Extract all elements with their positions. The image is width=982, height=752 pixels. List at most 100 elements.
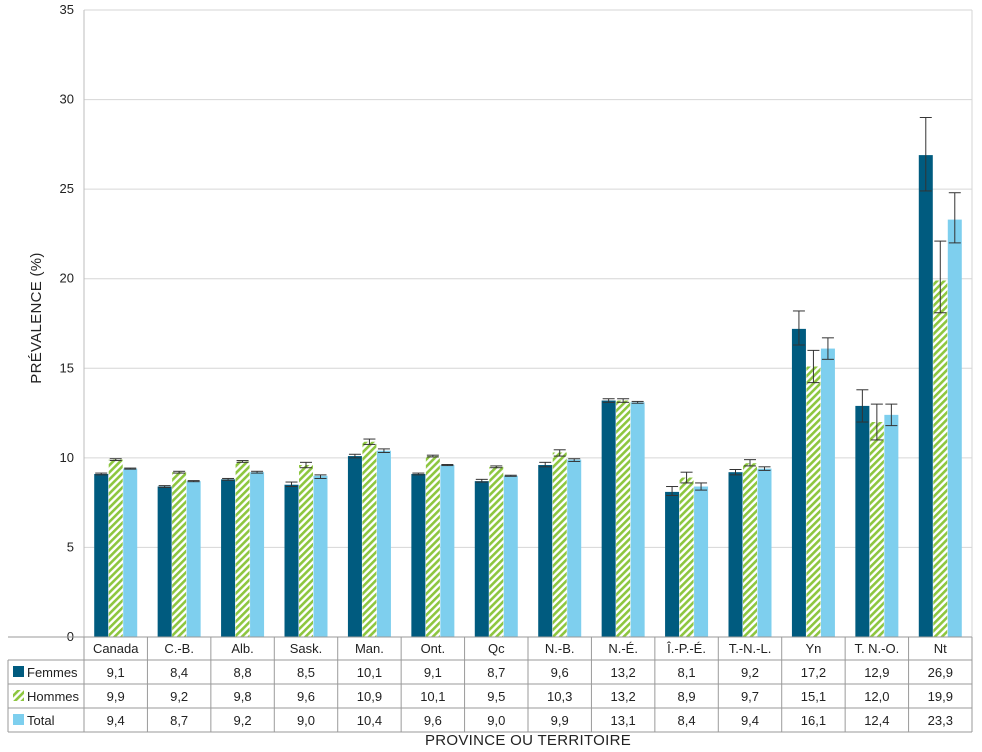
- bar-hommes: [806, 366, 821, 637]
- bar-femmes: [94, 473, 109, 637]
- bar-total: [250, 472, 265, 637]
- error-bar: [758, 466, 771, 471]
- bar-femmes: [157, 486, 172, 637]
- table-cell-value: 9,2: [741, 665, 759, 680]
- table-cell-value: 10,9: [357, 689, 382, 704]
- table-cell-value: 10,1: [420, 689, 445, 704]
- bar-total: [376, 450, 391, 637]
- table-cell-value: 10,1: [357, 665, 382, 680]
- error-bar: [870, 403, 883, 441]
- bar-femmes: [855, 405, 870, 637]
- category-label: Alb.: [231, 641, 253, 656]
- bar-femmes: [791, 328, 806, 637]
- bars: [94, 155, 962, 637]
- table-cell-value: 9,0: [487, 713, 505, 728]
- table-cell-value: 9,9: [551, 713, 569, 728]
- bar-hommes: [679, 477, 694, 637]
- category-label: Canada: [93, 641, 139, 656]
- error-bar: [695, 482, 708, 491]
- bar-total: [123, 468, 138, 637]
- y-axis-ticks: 05101520253035: [60, 2, 74, 644]
- bar-femmes: [918, 155, 933, 637]
- error-bar: [504, 474, 517, 477]
- legend-label: Femmes: [27, 665, 78, 680]
- table-cell-value: 26,9: [928, 665, 953, 680]
- bar-femmes: [474, 481, 489, 637]
- bar-hommes: [616, 400, 631, 637]
- bar-total: [820, 348, 835, 637]
- error-bar: [173, 470, 186, 474]
- error-bar: [729, 469, 742, 476]
- error-bar: [412, 472, 425, 476]
- bar-hommes: [362, 441, 377, 637]
- table-cell-value: 8,5: [297, 665, 315, 680]
- bar-femmes: [538, 465, 553, 637]
- table-cell-value: 8,8: [234, 665, 252, 680]
- bar-hommes: [172, 472, 187, 637]
- category-label: Man.: [355, 641, 384, 656]
- table-cell-value: 8,7: [487, 665, 505, 680]
- category-label: C.-B.: [164, 641, 194, 656]
- category-label: N.-B.: [545, 641, 575, 656]
- table-cell-value: 23,3: [928, 713, 953, 728]
- bar-femmes: [284, 484, 299, 637]
- error-bar: [934, 240, 947, 314]
- legend-swatch-total: [13, 714, 24, 725]
- y-tick-label: 15: [60, 360, 74, 375]
- table-cell-value: 8,7: [170, 713, 188, 728]
- error-bar: [300, 461, 312, 469]
- bar-total: [947, 219, 962, 637]
- category-label: Ont.: [421, 641, 446, 656]
- bar-total: [630, 402, 645, 637]
- bar-hommes: [869, 422, 884, 637]
- category-label: T.-N.-L.: [729, 641, 772, 656]
- table-cell-value: 10,3: [547, 689, 572, 704]
- bar-total: [694, 486, 709, 637]
- table-cell-value: 8,9: [678, 689, 696, 704]
- table-cell-value: 16,1: [801, 713, 826, 728]
- error-bar: [95, 472, 108, 476]
- table-cell-value: 9,0: [297, 713, 315, 728]
- table-cell-value: 12,4: [864, 713, 889, 728]
- category-label: Qc: [488, 641, 505, 656]
- error-bar: [285, 481, 298, 488]
- error-bar: [856, 389, 869, 423]
- category-label: Yn: [805, 641, 821, 656]
- error-bar: [617, 398, 630, 403]
- bar-total: [884, 414, 899, 637]
- error-bar: [475, 478, 488, 483]
- error-bar: [441, 463, 454, 467]
- table-cell-value: 12,0: [864, 689, 889, 704]
- error-bar: [348, 453, 361, 459]
- y-tick-label: 20: [60, 271, 74, 286]
- bar-femmes: [411, 473, 426, 637]
- bar-total: [440, 465, 455, 637]
- table-cell-value: 8,4: [678, 713, 696, 728]
- error-bar: [885, 403, 898, 427]
- table-cell-value: 9,6: [297, 689, 315, 704]
- bar-hommes: [108, 459, 123, 637]
- legend-swatch-hommes: [13, 690, 24, 701]
- y-tick-label: 30: [60, 92, 74, 107]
- data-table: Canada C.-B. Alb. Sask. Man. Ont. Qc N.-B. N.-É.…: [7, 636, 973, 733]
- bar-hommes: [489, 466, 504, 637]
- y-axis-title: PRÉVALENCE (%): [28, 252, 45, 383]
- error-bars: [95, 116, 961, 496]
- error-bar: [158, 485, 171, 488]
- error-bar: [744, 459, 756, 467]
- error-bar: [568, 458, 581, 462]
- error-bar: [124, 467, 137, 470]
- error-bar: [792, 310, 805, 346]
- bar-total: [757, 468, 772, 637]
- error-bar: [236, 460, 249, 463]
- x-axis-title: PROVINCE OU TERRITOIRE: [425, 732, 631, 749]
- legend-label: Hommes: [27, 689, 80, 704]
- error-bar: [490, 465, 503, 469]
- error-bar: [553, 449, 566, 457]
- bar-hommes: [743, 463, 757, 637]
- bar-total: [186, 481, 201, 637]
- bar-total: [503, 475, 518, 637]
- bar-hommes: [235, 461, 250, 637]
- table-cell-value: 9,5: [487, 689, 505, 704]
